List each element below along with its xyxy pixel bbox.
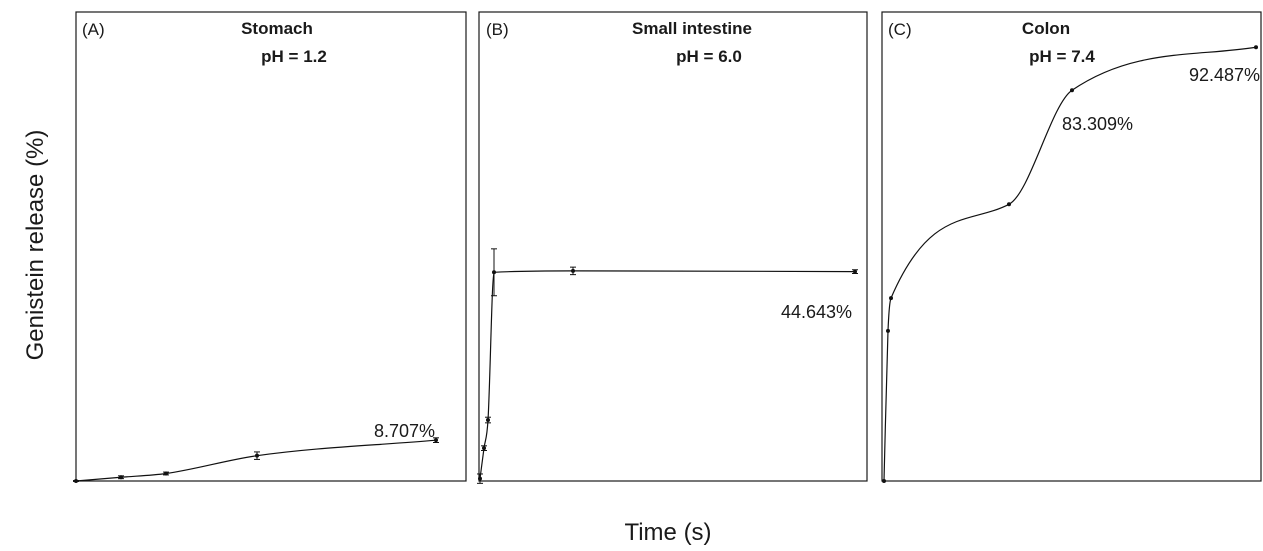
panel-title: Small intestine (632, 19, 752, 38)
data-point (482, 446, 486, 451)
y-axis-label: Genistein release (%) (22, 130, 49, 361)
data-point (882, 479, 886, 483)
panel-title: Colon (1022, 19, 1070, 38)
data-point (1007, 202, 1011, 207)
panel-title: Stomach (241, 19, 313, 38)
panel-subtitle: pH = 7.4 (1029, 47, 1095, 66)
data-point (119, 475, 123, 480)
data-value-label: 83.309% (1062, 114, 1133, 134)
data-point (486, 418, 490, 423)
data-point (255, 453, 259, 458)
plot-frame (75, 11, 467, 482)
final-value-label: 92.487% (1189, 65, 1260, 85)
panel-c: (C) Colon pH = 7.4 92.487% 83.309% (881, 11, 1262, 483)
data-point (164, 471, 168, 476)
plot-frame (478, 11, 868, 482)
data-point (74, 479, 78, 483)
plot-frame (881, 11, 1262, 482)
data-point (571, 268, 575, 273)
data-point (434, 438, 438, 443)
data-point (853, 269, 857, 274)
panel-tag: (C) (888, 20, 912, 39)
data-point (1070, 88, 1074, 93)
x-axis-label: Time (s) (624, 519, 711, 546)
panel-tag: (B) (486, 20, 509, 39)
panel-a: (A) Stomach pH = 1.2 8.707% (73, 11, 467, 483)
series-line (883, 46, 1257, 482)
data-point (492, 270, 496, 275)
data-point (886, 328, 890, 333)
panel-subtitle: pH = 1.2 (261, 47, 327, 66)
data-point (1254, 45, 1258, 50)
panel-subtitle: pH = 6.0 (676, 47, 742, 66)
final-value-label: 44.643% (781, 302, 852, 322)
data-point (889, 296, 893, 301)
data-point (478, 476, 482, 481)
panel-b: (B) Small intestine pH = 6.0 44.643% (477, 11, 868, 484)
series-line (75, 439, 437, 482)
panel-tag: (A) (82, 20, 105, 39)
final-value-label: 8.707% (374, 421, 435, 441)
